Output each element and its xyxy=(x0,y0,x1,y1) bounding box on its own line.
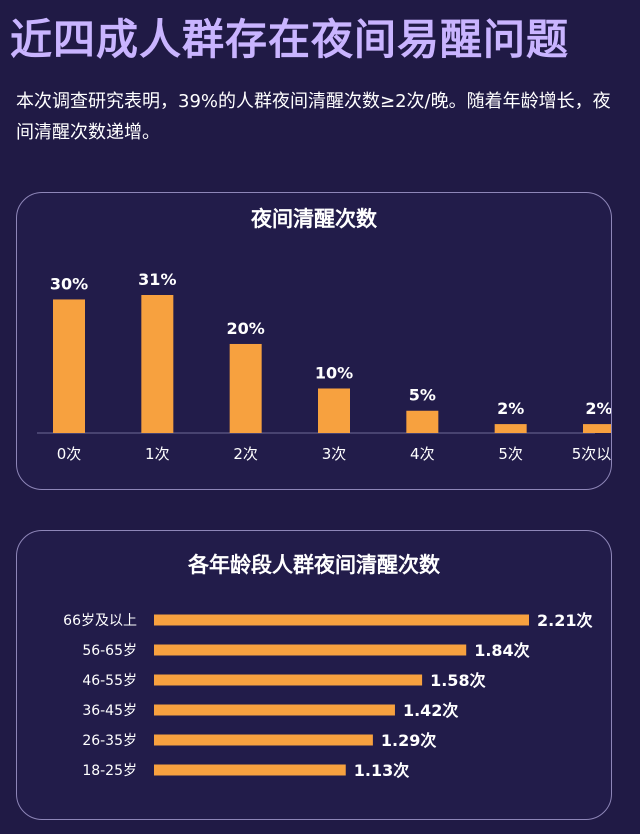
page-headline: 近四成人群存在夜间易醒问题 xyxy=(10,15,570,64)
bar-value-label: 30% xyxy=(50,274,88,293)
bar-value-label: 1.29次 xyxy=(381,731,436,750)
x-tick-label: 2次 xyxy=(233,445,258,463)
y-tick-label: 26-35岁 xyxy=(82,733,137,749)
bar-value-label: 1.58次 xyxy=(430,671,485,690)
bar xyxy=(141,295,174,433)
x-tick-label: 3次 xyxy=(322,445,347,463)
bar-value-label: 10% xyxy=(315,363,353,382)
age-group-panel: 各年龄段人群夜间清醒次数 66岁及以上 2.21次 56-65岁 1.84次 46-55… xyxy=(16,530,612,820)
age-group-chart: 66岁及以上 2.21次 56-65岁 1.84次 46-55岁 1.58次 36-45岁 1… xyxy=(63,611,592,780)
bar xyxy=(154,674,423,686)
y-tick-label: 18-25岁 xyxy=(82,763,137,779)
intro-text: 本次调查研究表明，39%的人群夜间清醒次数≥2次/晚。随着年龄增长，夜间清醒次数… xyxy=(16,91,611,143)
y-tick-label: 66岁及以上 xyxy=(63,613,137,629)
bar xyxy=(154,644,467,656)
x-tick-label: 0次 xyxy=(57,445,82,463)
y-tick-label: 46-55岁 xyxy=(82,673,137,689)
bar xyxy=(583,424,611,433)
bar-value-label: 31% xyxy=(138,270,176,289)
bar xyxy=(154,614,529,626)
x-tick-label: 4次 xyxy=(410,445,435,463)
bar xyxy=(318,388,350,433)
age-group-chart-title: 各年龄段人群夜间清醒次数 xyxy=(188,553,440,577)
bar xyxy=(154,734,373,746)
bar xyxy=(154,764,346,776)
bar-value-label: 20% xyxy=(227,319,265,338)
y-tick-label: 56-65岁 xyxy=(82,643,137,659)
bar-value-label: 1.84次 xyxy=(474,641,529,660)
y-tick-label: 36-45岁 xyxy=(82,703,137,719)
wake-count-chart: 30% 0次 31% 1次 20% 2次 10% 3次 5% 4次 2% 5次 2% 5次以上 xyxy=(37,270,611,463)
wake-count-chart-title: 夜间清醒次数 xyxy=(251,207,377,231)
x-tick-label: 5次以上 xyxy=(572,445,611,463)
bar-value-label: 5% xyxy=(409,386,436,405)
bar-value-label: 2% xyxy=(497,399,524,418)
x-tick-label: 1次 xyxy=(145,445,170,463)
bar xyxy=(53,299,85,433)
bar xyxy=(229,343,262,433)
bar-value-label: 1.13次 xyxy=(354,761,409,780)
bar-value-label: 2.21次 xyxy=(537,611,592,630)
wake-count-panel: 夜间清醒次数 30% 0次 31% 1次 20% 2次 10% 3次 5% 4次 2% 5次 2% 5次以… xyxy=(16,192,612,490)
x-tick-label: 5次 xyxy=(498,445,523,463)
bar-value-label: 1.42次 xyxy=(403,701,458,720)
bar xyxy=(406,410,439,433)
bar-value-label: 2% xyxy=(585,399,611,418)
bar xyxy=(494,424,527,433)
bar xyxy=(154,704,395,716)
